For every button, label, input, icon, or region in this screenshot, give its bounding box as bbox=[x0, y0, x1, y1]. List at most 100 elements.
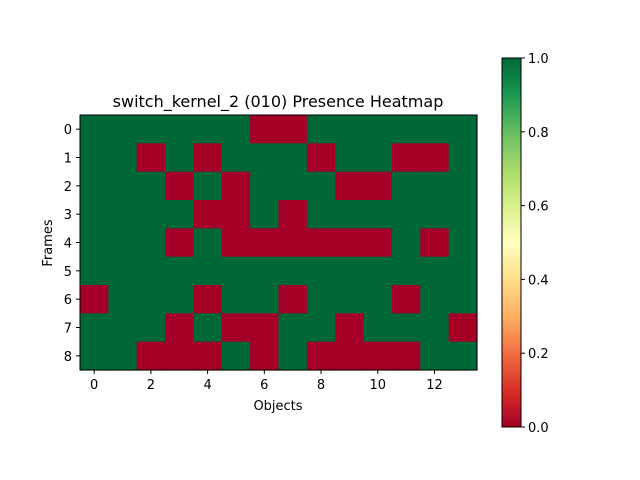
heatmap-cell bbox=[221, 341, 251, 371]
heatmap-cell bbox=[221, 285, 251, 314]
colorbar-tick-label: 0.0 bbox=[528, 421, 549, 436]
heatmap-cell bbox=[363, 115, 393, 144]
x-tick-label: 10 bbox=[369, 378, 386, 393]
colorbar-tick-label: 0.4 bbox=[528, 273, 549, 288]
heatmap-cell bbox=[420, 285, 450, 314]
heatmap-cell bbox=[193, 171, 223, 201]
x-tick-label: 0 bbox=[90, 378, 98, 393]
heatmap-cell bbox=[335, 200, 365, 229]
heatmap-cell bbox=[80, 143, 109, 173]
heatmap-cell bbox=[278, 143, 308, 173]
heatmap-cell bbox=[306, 228, 336, 258]
x-tick-label: 6 bbox=[260, 378, 268, 393]
heatmap-cell bbox=[108, 313, 138, 343]
heatmap-cell bbox=[448, 285, 478, 314]
heatmap-cell bbox=[193, 143, 223, 173]
y-tick-label: 3 bbox=[64, 208, 72, 223]
heatmap-cell bbox=[108, 171, 138, 201]
heatmap-cell bbox=[363, 228, 393, 258]
y-tick-label: 0 bbox=[64, 123, 72, 138]
colorbar-axis: 0.0 0.2 0.4 0.6 0.8 1.0 bbox=[521, 52, 549, 436]
heatmap-cell bbox=[363, 200, 393, 229]
heatmap-cells bbox=[80, 115, 478, 371]
heatmap-cell bbox=[278, 228, 308, 258]
heatmap-cell bbox=[306, 200, 336, 229]
heatmap-cell bbox=[193, 115, 223, 144]
heatmap-cell bbox=[448, 115, 478, 144]
heatmap-cell bbox=[420, 228, 450, 258]
heatmap-cell bbox=[80, 313, 109, 343]
heatmap-cell bbox=[80, 115, 109, 144]
x-tick-label: 12 bbox=[426, 378, 443, 393]
y-tick-label: 8 bbox=[64, 350, 72, 365]
heatmap-cell bbox=[108, 143, 138, 173]
heatmap-cell bbox=[335, 171, 365, 201]
heatmap-cell bbox=[306, 143, 336, 173]
heatmap-cell bbox=[420, 200, 450, 229]
heatmap-cell bbox=[278, 256, 308, 286]
heatmap-cell bbox=[306, 313, 336, 343]
heatmap-cell bbox=[165, 341, 195, 371]
heatmap-cell bbox=[448, 313, 478, 343]
heatmap-cell bbox=[448, 143, 478, 173]
heatmap-cell bbox=[221, 171, 251, 201]
heatmap-cell bbox=[420, 313, 450, 343]
heatmap-cell bbox=[391, 285, 421, 314]
heatmap-cell bbox=[391, 228, 421, 258]
heatmap-cell bbox=[363, 256, 393, 286]
heatmap-cell bbox=[221, 115, 251, 144]
x-tick-label: 2 bbox=[147, 378, 155, 393]
heatmap-cell bbox=[250, 285, 280, 314]
heatmap-cell bbox=[165, 171, 195, 201]
heatmap-cell bbox=[250, 313, 280, 343]
heatmap-cell bbox=[420, 115, 450, 144]
heatmap-cell bbox=[108, 341, 138, 371]
heatmap-cell bbox=[136, 228, 166, 258]
heatmap-cell bbox=[108, 200, 138, 229]
heatmap-cell bbox=[165, 256, 195, 286]
heatmap-cell bbox=[391, 115, 421, 144]
heatmap-cell bbox=[363, 143, 393, 173]
y-tick-label: 6 bbox=[64, 293, 72, 308]
heatmap-cell bbox=[278, 285, 308, 314]
heatmap-cell bbox=[363, 285, 393, 314]
heatmap-cell bbox=[306, 256, 336, 286]
heatmap-cell bbox=[193, 256, 223, 286]
heatmap-cell bbox=[250, 228, 280, 258]
heatmap-cell bbox=[278, 200, 308, 229]
colorbar-tick-label: 0.6 bbox=[528, 200, 549, 215]
chart-title: switch_kernel_2 (010) Presence Heatmap bbox=[113, 92, 444, 112]
heatmap-cell bbox=[80, 171, 109, 201]
heatmap-cell bbox=[250, 341, 280, 371]
heatmap-cell bbox=[306, 115, 336, 144]
heatmap-cell bbox=[221, 256, 251, 286]
heatmap-cell bbox=[335, 313, 365, 343]
heatmap-cell bbox=[136, 200, 166, 229]
heatmap-cell bbox=[136, 115, 166, 144]
heatmap-cell bbox=[448, 256, 478, 286]
heatmap-cell bbox=[278, 341, 308, 371]
colorbar-tick-label: 0.2 bbox=[528, 347, 549, 362]
heatmap-cell bbox=[448, 341, 478, 371]
heatmap-cell bbox=[165, 115, 195, 144]
heatmap-cell bbox=[448, 200, 478, 229]
heatmap-cell bbox=[391, 171, 421, 201]
heatmap-cell bbox=[165, 285, 195, 314]
heatmap-cell bbox=[193, 313, 223, 343]
colorbar bbox=[501, 57, 522, 428]
heatmap-cell bbox=[391, 200, 421, 229]
heatmap-cell bbox=[306, 341, 336, 371]
heatmap-cell bbox=[193, 200, 223, 229]
heatmap-cell bbox=[335, 341, 365, 371]
heatmap-cell bbox=[193, 341, 223, 371]
heatmap-cell bbox=[391, 143, 421, 173]
heatmap-cell bbox=[335, 143, 365, 173]
heatmap-cell bbox=[420, 256, 450, 286]
heatmap-cell bbox=[448, 228, 478, 258]
heatmap-cell bbox=[80, 228, 109, 258]
heatmap-cell bbox=[448, 171, 478, 201]
heatmap-cell bbox=[363, 313, 393, 343]
heatmap-cell bbox=[391, 341, 421, 371]
heatmap-cell bbox=[420, 171, 450, 201]
heatmap-cell bbox=[165, 313, 195, 343]
